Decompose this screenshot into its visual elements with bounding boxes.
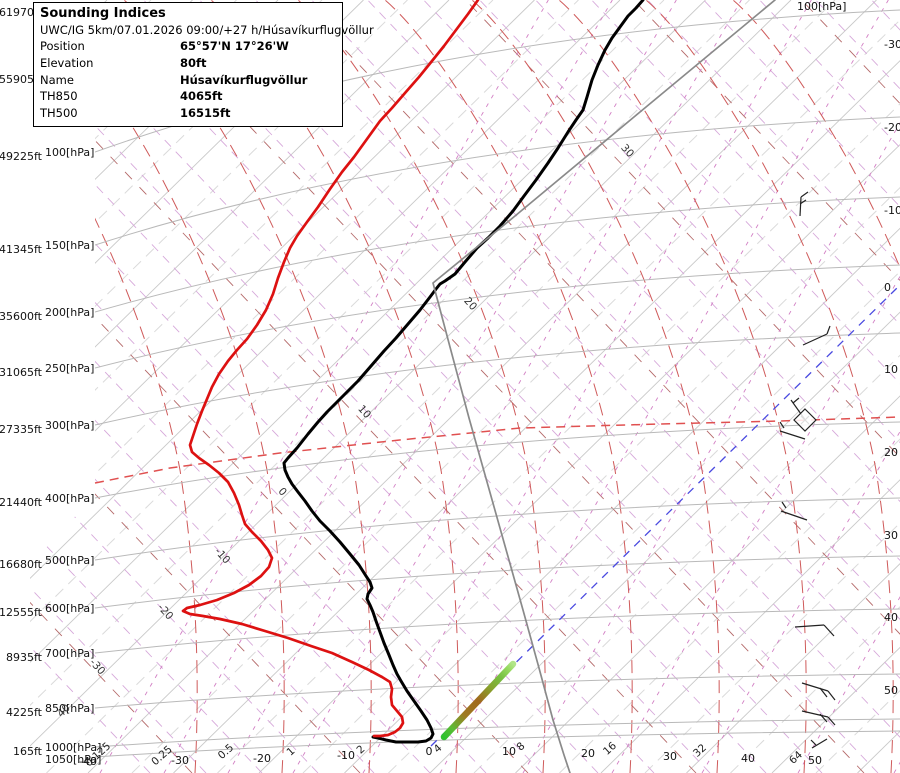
svg-text:700[hPa]: 700[hPa] [45, 647, 94, 660]
grid-isobars [94, 9, 900, 758]
svg-text:50: 50 [884, 684, 898, 697]
svg-text:64: 64 [787, 749, 805, 767]
svg-text:2: 2 [354, 743, 367, 756]
svg-text:0: 0 [276, 485, 289, 498]
row-value: 65°57'N 17°26'W [180, 39, 289, 53]
row-value: 80ft [180, 55, 207, 70]
wind-barb-icon [801, 682, 836, 701]
svg-text:31065ft: 31065ft [0, 366, 43, 379]
row-label: Name [40, 72, 74, 87]
wind-barb-icon [794, 624, 835, 637]
svg-text:0: 0 [426, 745, 433, 758]
wind-barb-icon [779, 421, 806, 440]
row-label: Position [40, 39, 85, 53]
dewpoint-curve [181, 0, 480, 738]
svg-text:0: 0 [884, 281, 891, 294]
svg-text:200[hPa]: 200[hPa] [45, 306, 94, 319]
svg-text:400[hPa]: 400[hPa] [45, 492, 94, 505]
svg-text:850[hPa]: 850[hPa] [45, 702, 94, 715]
svg-text:150[hPa]: 150[hPa] [45, 239, 94, 252]
svg-text:12555ft: 12555ft [0, 606, 43, 619]
svg-text:8: 8 [514, 740, 527, 753]
svg-text:41345ft: 41345ft [0, 243, 43, 256]
svg-text:30: 30 [884, 529, 898, 542]
svg-text:-10: -10 [212, 546, 232, 567]
svg-text:61970ft: 61970ft [0, 6, 43, 19]
svg-text:165ft: 165ft [13, 745, 43, 758]
wind-barb-icon [799, 191, 809, 217]
svg-text:-20: -20 [253, 752, 271, 765]
svg-text:-30: -30 [884, 38, 900, 51]
temperature-curve [282, 0, 645, 744]
svg-text:21440ft: 21440ft [0, 496, 43, 509]
left-axis-labels: 61970ft 55905ft 49225ft 41345ft 35600ft 31065… [0, 6, 101, 766]
sounding-indices-panel: Sounding Indices UWC/IG 5km/07.01.2026 0… [33, 2, 374, 127]
svg-text:30: 30 [663, 750, 677, 763]
svg-text:4225ft: 4225ft [6, 706, 43, 719]
svg-text:100[hPa]: 100[hPa] [797, 0, 846, 13]
row-value: 4065ft [180, 89, 223, 104]
svg-text:250[hPa]: 250[hPa] [45, 362, 94, 375]
svg-text:49225ft: 49225ft [0, 150, 43, 163]
parcel-gradient-segment [440, 660, 517, 741]
svg-text:40: 40 [884, 611, 898, 624]
svg-text:10: 10 [884, 363, 898, 376]
svg-text:16680ft: 16680ft [0, 558, 43, 571]
svg-text:-10: -10 [884, 204, 900, 217]
info-row-th500: TH500 16515ft [40, 105, 338, 122]
svg-text:55905ft: 55905ft [0, 73, 43, 86]
model-run-line: UWC/IG 5km/07.01.2026 09:00/+27 h/Húsaví… [40, 23, 374, 37]
svg-text:4: 4 [431, 742, 444, 756]
row-value: 16515ft [180, 106, 231, 121]
svg-text:-30: -30 [171, 754, 189, 767]
row-value: Húsavíkurflugvöllur [180, 72, 308, 87]
svg-text:1000[hPa]: 1000[hPa] [45, 741, 101, 754]
svg-text:30: 30 [618, 142, 636, 160]
mixing-ratio-labels: 0.125 0.25 0.5 1 2 4 8 16 32 64 [83, 740, 805, 770]
tropopause-line [94, 416, 900, 484]
svg-text:35600ft: 35600ft [0, 310, 43, 323]
svg-text:500[hPa]: 500[hPa] [45, 554, 94, 567]
wind-barb-icon [801, 710, 836, 726]
info-row-position: Position 65°57'N 17°26'W [40, 38, 338, 55]
svg-text:20: 20 [884, 446, 898, 459]
row-label: TH850 [40, 89, 78, 104]
svg-text:27335ft: 27335ft [0, 423, 43, 436]
svg-text:1: 1 [284, 745, 297, 758]
svg-text:20: 20 [581, 747, 595, 760]
svg-text:600[hPa]: 600[hPa] [45, 602, 94, 615]
info-row-name: Name Húsavíkurflugvöllur [40, 72, 338, 89]
svg-text:40: 40 [741, 752, 755, 765]
max-wind-diamond-icon [793, 408, 817, 432]
svg-text:100[hPa]: 100[hPa] [45, 146, 94, 159]
svg-text:32: 32 [691, 742, 709, 760]
svg-text:-20: -20 [884, 121, 900, 134]
svg-text:-40: -40 [79, 755, 97, 768]
svg-text:16: 16 [601, 740, 619, 758]
panel-title: Sounding Indices [40, 6, 166, 21]
row-label: TH500 [40, 106, 78, 121]
info-row-elevation: Elevation 80ft [40, 55, 338, 72]
svg-text:300[hPa]: 300[hPa] [45, 419, 94, 432]
wind-barb-icon [802, 325, 831, 346]
svg-text:8935ft: 8935ft [6, 651, 43, 664]
standard-atmosphere-curve [432, 0, 776, 773]
right-axis-labels: 100[hPa] -30 -20 -10 0 10 20 30 40 50 [797, 0, 900, 697]
wind-barb-icon [810, 738, 828, 749]
svg-text:0.5: 0.5 [216, 742, 236, 762]
info-row-th850: TH850 4065ft [40, 88, 338, 105]
wind-barb-icon [780, 501, 808, 521]
bottom-axis-labels: -40 -30 -20 -10 0 10 20 30 40 50 [79, 745, 822, 768]
svg-text:10: 10 [355, 403, 373, 421]
svg-text:1050[hPa]: 1050[hPa] [45, 753, 101, 766]
svg-text:50: 50 [808, 754, 822, 767]
svg-text:10: 10 [502, 745, 516, 758]
row-label: Elevation [40, 55, 94, 70]
svg-text:-10: -10 [337, 749, 355, 762]
